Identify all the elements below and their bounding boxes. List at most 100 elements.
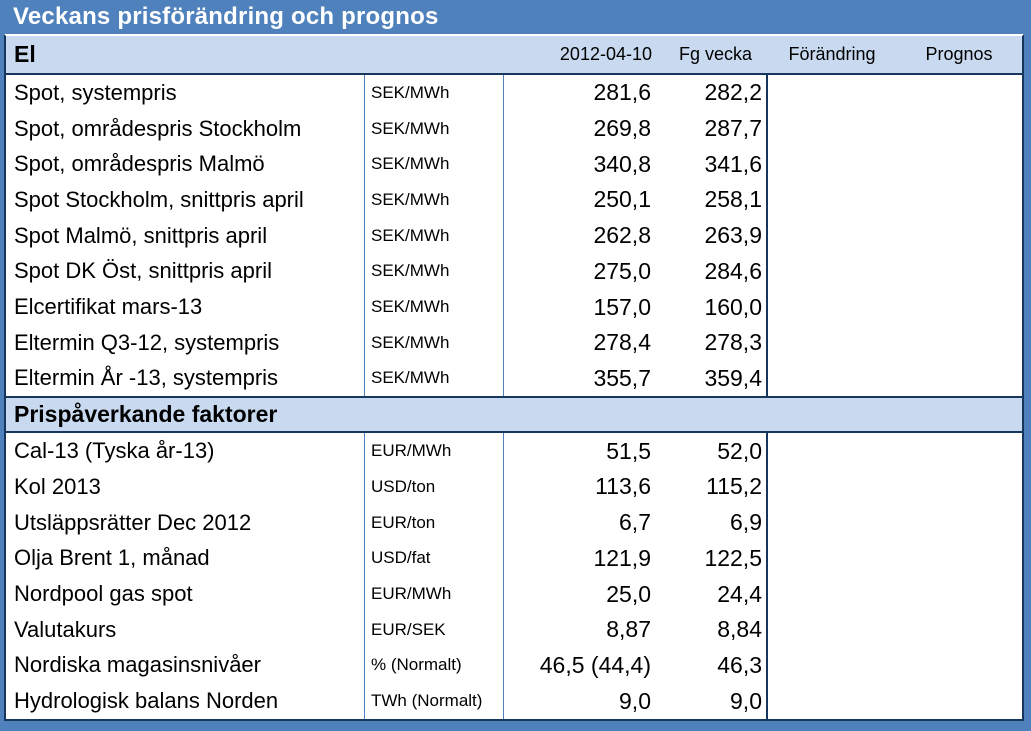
change-arrow-cell — [768, 218, 896, 254]
change-arrow-cell — [768, 469, 896, 505]
forecast-arrow-cell — [896, 218, 1022, 254]
row-unit: SEK/MWh — [364, 75, 504, 111]
row-unit: % (Normalt) — [364, 647, 504, 684]
change-arrow-cell — [768, 361, 896, 397]
row-unit: EUR/MWh — [364, 576, 504, 612]
factors-section-rows: Cal-13 (Tyska år-13) EUR/MWh 51,5 52,0 Kol 2… — [6, 433, 1022, 719]
row-name: Eltermin År -13, systempris — [14, 365, 279, 391]
change-arrow-cell — [768, 111, 896, 147]
forecast-arrow-cell — [896, 648, 1022, 684]
row-unit: EUR/SEK — [364, 611, 504, 648]
change-arrow-cell — [768, 540, 896, 576]
trend-down-icon — [811, 176, 854, 224]
forecast-arrow-cell — [896, 361, 1022, 397]
row-value-current: 121,9 — [593, 544, 651, 571]
table-row: Eltermin År -13, systempris SEK/MWh 355,7 3… — [6, 360, 1022, 397]
column-header-change: Förändring — [788, 44, 876, 64]
row-unit: USD/fat — [364, 540, 504, 577]
trend-right-icon — [922, 366, 996, 391]
row-name: Elcertifikat mars-13 — [14, 294, 203, 320]
row-value-current: 275,0 — [593, 257, 651, 284]
row-unit: SEK/MWh — [364, 289, 504, 325]
trend-right-icon — [795, 223, 869, 248]
table-row: Spot, områdespris Malmö SEK/MWh 340,8 341,6 — [6, 146, 1022, 183]
change-arrow-cell — [768, 648, 896, 684]
table-row: Nordpool gas spot EUR/MWh 25,0 24,4 — [6, 576, 1022, 612]
row-unit: EUR/ton — [364, 504, 504, 541]
forecast-arrow-cell — [896, 75, 1022, 111]
row-name: Utsläppsrätter Dec 2012 — [14, 509, 252, 535]
trend-right-icon — [922, 295, 996, 320]
change-arrow-cell — [768, 505, 896, 541]
row-value-prev-week: 258,1 — [656, 182, 768, 218]
row-value-prev-week: 341,6 — [656, 146, 768, 183]
table-row: Cal-13 (Tyska år-13) EUR/MWh 51,5 52,0 — [6, 433, 1022, 470]
table-row: Spot DK Öst, snittpris april SEK/MWh 275,0… — [6, 253, 1022, 290]
row-value-prev-week: 9,0 — [656, 683, 768, 719]
forecast-arrow-cell — [896, 325, 1022, 361]
row-value-current: 46,5 (44,4) — [539, 651, 651, 678]
row-value-current: 278,4 — [593, 329, 651, 356]
forecast-arrow-cell — [896, 505, 1022, 541]
row-unit: TWh (Normalt) — [364, 683, 504, 719]
row-name: Cal-13 (Tyska år-13) — [14, 438, 215, 464]
table-row: Spot Stockholm, snittpris april SEK/MWh 25… — [6, 182, 1022, 218]
row-value-current: 269,8 — [593, 115, 651, 142]
row-name: Nordpool gas spot — [14, 581, 193, 607]
row-value-prev-week: 282,2 — [656, 75, 768, 111]
trend-right-icon — [795, 152, 869, 177]
table-row: Olja Brent 1, månad USD/fat 121,9 122,5 — [6, 540, 1022, 577]
row-value-current: 113,6 — [595, 473, 651, 500]
row-value-current: 262,8 — [593, 222, 651, 249]
row-unit: SEK/MWh — [364, 324, 504, 361]
row-value-current: 250,1 — [593, 186, 651, 213]
row-value-current: 8,87 — [606, 616, 651, 643]
row-value-current: 51,5 — [606, 437, 651, 464]
forecast-arrow-cell — [896, 469, 1022, 505]
row-value-prev-week: 8,84 — [656, 611, 768, 648]
table-row: Elcertifikat mars-13 SEK/MWh 157,0 160,0 — [6, 289, 1022, 325]
row-value-prev-week: 46,3 — [656, 647, 768, 684]
price-table: El 2012-04-10 Fg vecka Förändring Progno… — [4, 34, 1024, 721]
forecast-arrow-cell — [896, 576, 1022, 612]
change-arrow-cell — [768, 289, 896, 325]
section-header-el: El — [14, 41, 36, 67]
row-unit: SEK/MWh — [364, 146, 504, 183]
row-value-current: 6,7 — [619, 509, 651, 536]
change-arrow-cell — [768, 75, 896, 111]
trend-right-icon — [922, 546, 996, 571]
trend-up-icon — [810, 606, 854, 653]
row-name: Spot, systempris — [14, 79, 177, 105]
report-title: Veckans prisförändring och prognos — [13, 3, 439, 30]
table-row: Utsläppsrätter Dec 2012 EUR/ton 6,7 6,9 — [6, 504, 1022, 541]
row-value-prev-week: 24,4 — [656, 576, 768, 612]
row-unit: SEK/MWh — [364, 360, 504, 397]
row-unit: EUR/MWh — [364, 433, 504, 470]
trend-right-icon — [795, 330, 869, 355]
forecast-arrow-cell — [896, 289, 1022, 325]
forecast-arrow-cell — [896, 540, 1022, 576]
change-arrow-cell — [768, 254, 896, 290]
row-value-prev-week: 115,2 — [656, 469, 768, 505]
trend-right-icon — [922, 259, 996, 284]
trend-down-icon — [938, 319, 981, 367]
row-value-current: 25,0 — [606, 580, 651, 607]
trend-right-icon — [795, 80, 869, 105]
trend-down-icon — [811, 463, 854, 511]
trend-down-icon — [811, 105, 854, 153]
table-row: Valutakurs EUR/SEK 8,87 8,84 — [6, 611, 1022, 648]
row-value-prev-week: 160,0 — [656, 289, 768, 325]
column-header-forecast: Prognos — [925, 44, 993, 64]
forecast-arrow-cell — [896, 146, 1022, 182]
trend-right-icon — [795, 510, 869, 535]
row-name: Spot DK Öst, snittpris april — [14, 258, 272, 284]
row-value-prev-week: 359,4 — [656, 360, 768, 397]
row-name: Hydrologisk balans Norden — [14, 688, 279, 714]
row-value-prev-week: 122,5 — [656, 540, 768, 577]
column-header-prev-week: Fg vecka — [678, 44, 752, 64]
row-value-prev-week: 284,6 — [656, 253, 768, 290]
row-value-current: 9,0 — [619, 687, 651, 714]
trend-up-icon — [937, 212, 981, 259]
row-value-prev-week: 287,7 — [656, 110, 768, 147]
section-header-factors: Prispåverkande faktorer — [6, 396, 1022, 434]
